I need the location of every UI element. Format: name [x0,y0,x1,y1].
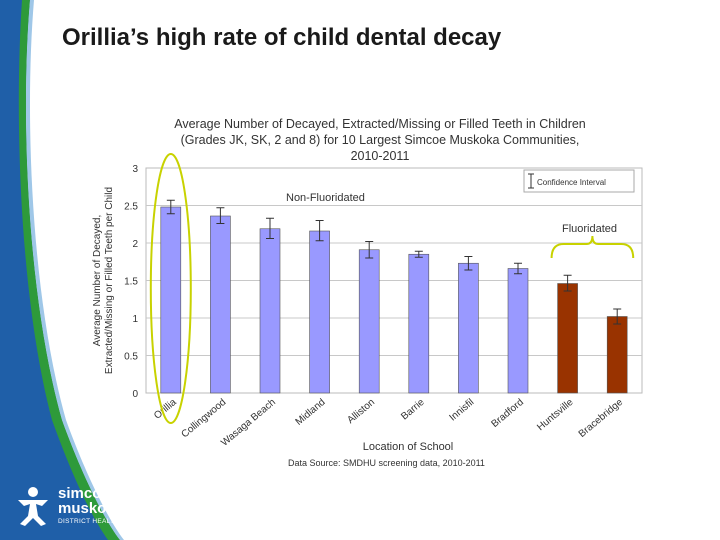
bar-innisfil [458,262,479,394]
bar-barrie [408,253,430,394]
bar-collingwood [210,215,231,394]
bar-orillia [160,206,182,394]
bar-midland [309,230,330,394]
data-source: Data Source: SMDHU screening data, 2010-… [288,458,485,468]
y-tick-label: 2.5 [124,202,138,213]
logo-figure-icon [18,487,48,526]
legend-label: Confidence Interval [537,178,606,187]
bar-bradford [507,268,529,394]
annotation-fluoridated: Fluoridated [562,223,617,235]
sidebar-blue-shape [0,0,120,540]
bar-wasaga-beach [259,228,281,394]
chart: Average Number of Decayed, Extracted/Mis… [88,110,648,472]
y-tick-label: 1.5 [124,277,138,288]
y-tick-label: 0 [132,389,138,400]
logo-subtitle: DISTRICT HEALTH UNIT [58,518,138,525]
bar-huntsville [557,283,578,394]
y-tick-label: 2 [132,239,138,250]
logo-line-1: simcoe [58,485,110,502]
logo-line-2: muskoka [58,500,124,517]
annotation-non-fluoridated: Non-Fluoridated [286,192,365,204]
x-axis-label: Location of School [363,441,454,453]
chart-title-line: (Grades JK, SK, 2 and 8) for 10 Largest … [181,133,580,147]
slide-title: Orillia’s high rate of child dental deca… [62,24,502,51]
y-tick-label: 3 [132,164,138,175]
logo: simcoe muskoka DISTRICT HEALTH UNIT [14,486,164,530]
fluoridated-brace [550,235,635,259]
bar-bracebridge [606,316,628,394]
legend-box [523,169,635,193]
y-tick-label: 1 [132,314,138,325]
y-tick-label: 0.5 [124,352,138,363]
chart-title-line: 2010-2011 [351,149,410,163]
bar-alliston [358,249,380,394]
chart-title-line: Average Number of Decayed, Extracted/Mis… [174,117,586,131]
y-axis-label: Average Number of Decayed,Extracted/Miss… [92,187,115,374]
highlight-oval [149,153,192,424]
